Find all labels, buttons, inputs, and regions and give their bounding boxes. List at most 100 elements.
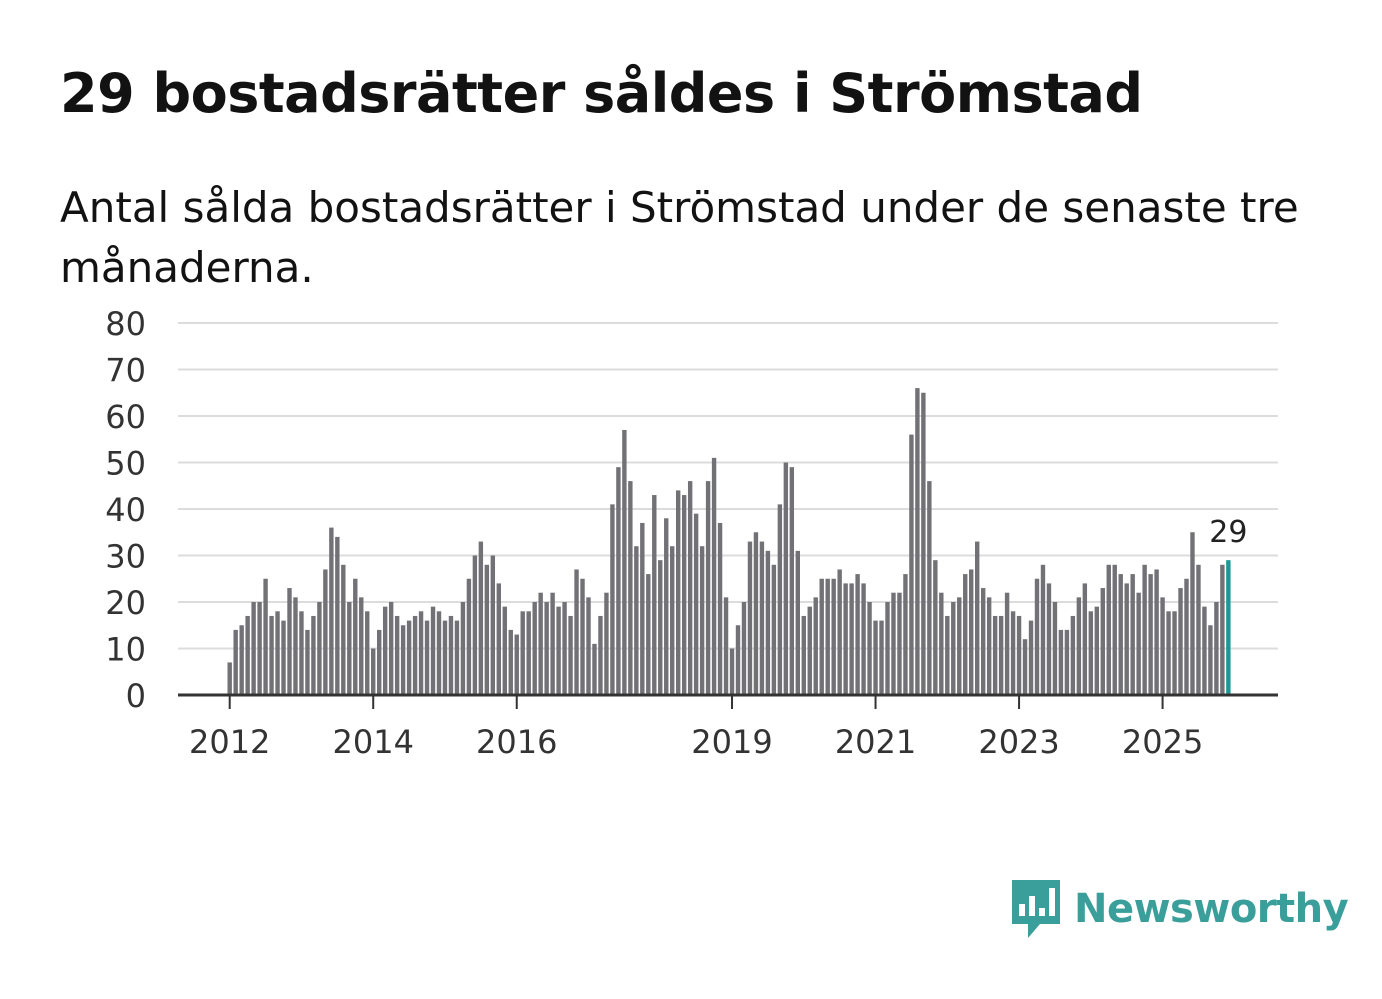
bar — [424, 620, 430, 695]
bar — [1082, 583, 1088, 695]
bar — [436, 611, 442, 695]
bar — [909, 434, 914, 695]
bar — [891, 592, 896, 695]
bar — [1010, 611, 1016, 695]
bar — [963, 574, 968, 695]
x-tick-label: 2019 — [691, 723, 772, 761]
bar — [885, 602, 890, 695]
bar — [1208, 625, 1213, 695]
bar — [1124, 583, 1129, 695]
bar — [1172, 611, 1177, 695]
newsworthy-logo: Newsworthy — [1010, 878, 1349, 940]
bar — [382, 606, 388, 695]
y-tick-label: 50 — [105, 445, 146, 483]
bar — [640, 522, 645, 695]
bar — [1016, 615, 1022, 695]
bar — [418, 611, 424, 695]
bar — [592, 643, 597, 695]
bar — [921, 392, 926, 695]
bar — [496, 583, 501, 695]
bar — [681, 495, 687, 695]
bar-highlight — [1226, 560, 1231, 695]
bar — [430, 606, 436, 695]
bar — [371, 648, 376, 695]
bar — [1220, 564, 1225, 695]
bar — [281, 620, 286, 695]
bar — [1184, 578, 1189, 695]
bar — [616, 467, 621, 695]
bar — [622, 429, 627, 695]
bar — [478, 541, 484, 695]
bar — [442, 620, 448, 695]
bar — [676, 490, 681, 695]
bar — [400, 625, 406, 695]
bar — [472, 555, 478, 695]
bar — [317, 602, 322, 695]
bars: 29 — [227, 388, 1247, 695]
bar — [263, 578, 268, 695]
bar — [562, 602, 567, 695]
bar — [257, 602, 262, 695]
bar — [466, 578, 472, 695]
bar — [652, 495, 657, 695]
bar — [394, 615, 400, 695]
bar — [365, 611, 370, 695]
bar — [508, 629, 513, 695]
bar — [986, 597, 992, 695]
y-tick-label: 10 — [105, 631, 146, 669]
bar — [1022, 639, 1028, 695]
bar — [855, 574, 860, 695]
bar — [975, 541, 980, 695]
bar — [646, 574, 651, 695]
bar — [693, 513, 699, 695]
bar — [520, 611, 525, 695]
bar — [628, 481, 633, 695]
bar — [867, 602, 872, 695]
bar — [843, 583, 848, 695]
y-tick-label: 30 — [105, 538, 146, 576]
bar — [1070, 615, 1076, 695]
x-tick-label: 2023 — [978, 723, 1059, 761]
bar — [825, 578, 830, 695]
bar — [353, 578, 358, 695]
bar — [813, 597, 818, 695]
newsworthy-logo-icon — [1012, 880, 1060, 938]
bar — [670, 546, 675, 695]
bar — [502, 606, 507, 695]
bar-chart: 29 0 10 20 30 40 50 60 70 80 2012 2014 2016 2019 202… — [105, 305, 1278, 761]
bar — [777, 504, 783, 695]
bar — [347, 602, 352, 695]
chart-subtitle: Antal sålda bostadsrätter i Strömstad un… — [60, 183, 1299, 292]
bar — [598, 615, 603, 695]
bar — [1094, 606, 1099, 695]
bar — [556, 606, 561, 695]
y-tick-label: 80 — [105, 305, 146, 343]
bar — [335, 536, 340, 695]
chart-title: 29 bostadsrätter såldes i Strömstad — [60, 62, 1143, 125]
bar — [992, 615, 998, 695]
bar — [568, 615, 573, 695]
bar — [251, 602, 256, 695]
bar — [807, 606, 812, 695]
bar — [1100, 588, 1105, 695]
x-tick-label: 2021 — [835, 723, 916, 761]
bar — [658, 560, 663, 695]
bar — [699, 546, 705, 695]
bar — [1028, 620, 1034, 695]
bar — [287, 588, 292, 695]
bar — [903, 574, 908, 695]
bar — [1058, 629, 1064, 695]
y-tick-label: 40 — [105, 491, 146, 529]
bar — [1118, 574, 1123, 695]
bar — [765, 550, 771, 695]
bar — [514, 634, 519, 695]
bar — [245, 615, 250, 695]
bar — [1148, 574, 1153, 695]
bar — [771, 564, 777, 695]
bar — [1160, 597, 1165, 695]
bar — [239, 625, 244, 695]
bar — [526, 611, 531, 695]
bar — [305, 629, 310, 695]
bar — [412, 615, 418, 695]
bar — [933, 560, 938, 695]
